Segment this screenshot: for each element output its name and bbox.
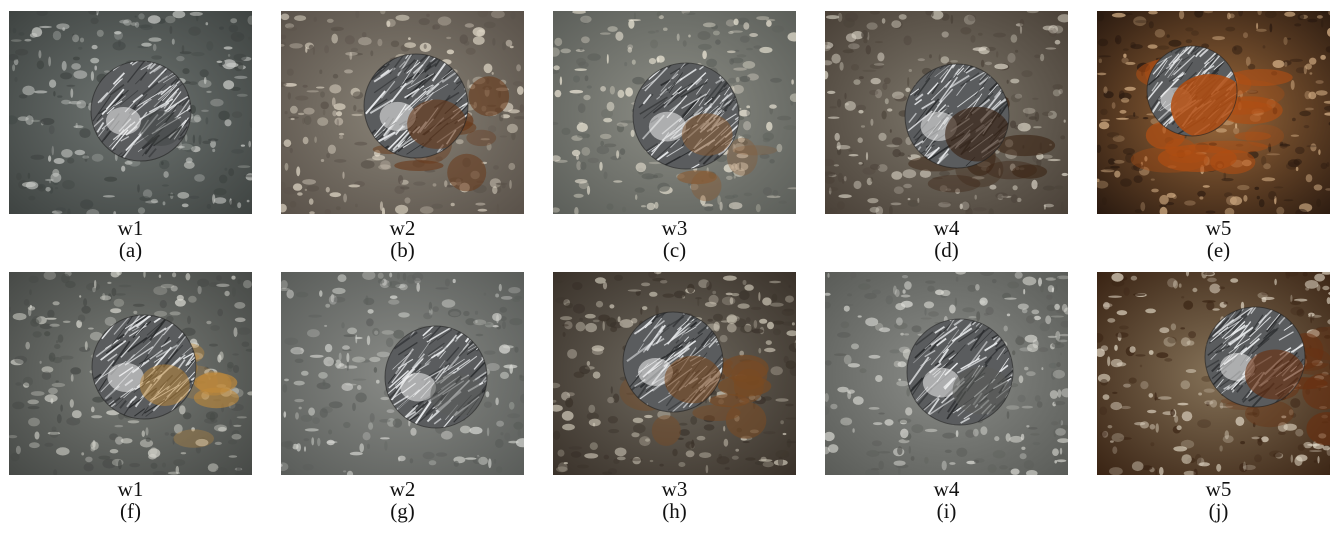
rock-surface-image [9,272,252,475]
sample-label: w3 [661,477,688,501]
panel-label: (b) [390,238,415,262]
panel-j: w5 (j) [1097,272,1330,522]
photo-j [1097,272,1330,475]
panel-label: (a) [118,238,143,262]
rock-surface-image [553,11,796,214]
rock-surface-image [553,272,796,475]
panel-label: (f) [120,499,141,523]
photo-f [9,272,252,475]
rock-surface-image [1097,11,1330,214]
panel-label: (e) [1206,238,1231,262]
photo-d [825,11,1068,214]
rock-surface-image [9,11,252,214]
sample-label: w3 [661,216,688,240]
photo-h [553,272,796,475]
panel-g: w2 (g) [281,272,524,522]
sample-label: w5 [1205,477,1232,501]
rock-surface-image [825,272,1068,475]
rock-surface-image [281,11,524,214]
sample-label: w4 [933,477,960,501]
panel-label: (g) [390,499,415,523]
photo-i [825,272,1068,475]
panel-label: (j) [1208,499,1229,523]
sample-label: w1 [117,477,144,501]
sample-label: w4 [933,216,960,240]
sample-label: w1 [117,216,144,240]
rock-surface-image [281,272,524,475]
photo-g [281,272,524,475]
panel-b: w2 (b) [281,11,524,261]
panel-e: w5 (e) [1097,11,1330,261]
panel-d: w4 (d) [825,11,1068,261]
panel-c: w3 (c) [553,11,796,261]
panel-h: w3 (h) [553,272,796,522]
panel-f: w1 (f) [9,272,252,522]
panel-label: (c) [662,238,687,262]
sample-label: w2 [389,477,416,501]
photo-b [281,11,524,214]
panel-a: w1 (a) [9,11,252,261]
photo-c [553,11,796,214]
photo-e [1097,11,1330,214]
rock-surface-image [825,11,1068,214]
photo-a [9,11,252,214]
panel-label: (d) [934,238,959,262]
panel-label: (h) [662,499,687,523]
sample-label: w2 [389,216,416,240]
panel-label: (i) [936,499,957,523]
rock-surface-image [1097,272,1330,475]
panel-i: w4 (i) [825,272,1068,522]
sample-label: w5 [1205,216,1232,240]
